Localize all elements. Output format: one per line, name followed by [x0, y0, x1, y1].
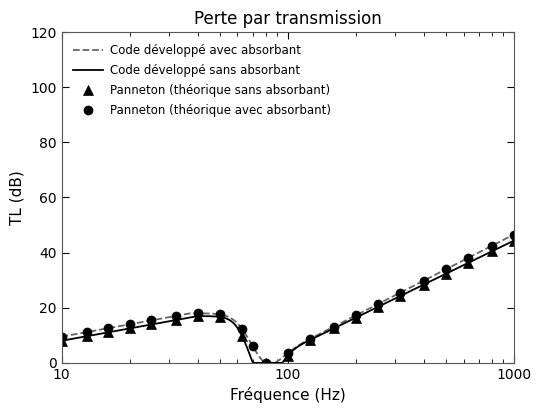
Title: Perte par transmission: Perte par transmission: [194, 10, 381, 28]
Line: Code développé sans absorbant: Code développé sans absorbant: [62, 241, 514, 363]
Panneton (théorique avec absorbant): [443, 267, 449, 272]
Panneton (théorique sans absorbant): [352, 315, 359, 320]
Panneton (théorique sans absorbant): [443, 271, 449, 276]
Panneton (théorique avec absorbant): [194, 311, 201, 316]
Y-axis label: TL (dB): TL (dB): [10, 170, 25, 225]
Code développé sans absorbant: [414, 285, 421, 290]
Panneton (théorique avec absorbant): [84, 330, 90, 335]
Line: Code développé avec absorbant: Code développé avec absorbant: [62, 235, 514, 363]
Panneton (théorique sans absorbant): [194, 313, 201, 318]
Line: Panneton (théorique sans absorbant): Panneton (théorique sans absorbant): [57, 236, 518, 368]
Panneton (théorique sans absorbant): [148, 322, 155, 327]
Panneton (théorique sans absorbant): [511, 238, 517, 243]
Panneton (théorique sans absorbant): [127, 326, 133, 331]
Panneton (théorique avec absorbant): [148, 318, 155, 323]
Panneton (théorique sans absorbant): [374, 305, 381, 310]
Legend: Code développé avec absorbant, Code développé sans absorbant, Panneton (théoriqu: Code développé avec absorbant, Code déve…: [68, 38, 337, 123]
Panneton (théorique sans absorbant): [173, 318, 179, 323]
Panneton (théorique avec absorbant): [173, 313, 179, 318]
Code développé avec absorbant: [81, 330, 88, 335]
Panneton (théorique sans absorbant): [58, 338, 65, 343]
Panneton (théorique sans absorbant): [84, 334, 90, 339]
Panneton (théorique avec absorbant): [262, 361, 269, 366]
Panneton (théorique avec absorbant): [397, 290, 404, 295]
Code développé sans absorbant: [266, 361, 273, 366]
Panneton (théorique avec absorbant): [511, 232, 517, 237]
Panneton (théorique sans absorbant): [420, 282, 427, 287]
Code développé sans absorbant: [250, 361, 256, 366]
Code développé avec absorbant: [511, 232, 517, 237]
Code développé sans absorbant: [81, 334, 88, 339]
Panneton (théorique sans absorbant): [465, 260, 472, 265]
Code développé avec absorbant: [279, 356, 285, 361]
Code développé avec absorbant: [58, 334, 65, 339]
Panneton (théorique avec absorbant): [374, 302, 381, 307]
Code développé sans absorbant: [279, 361, 285, 366]
Code développé avec absorbant: [266, 361, 273, 366]
Panneton (théorique sans absorbant): [397, 294, 404, 299]
Panneton (théorique sans absorbant): [489, 249, 495, 254]
Panneton (théorique sans absorbant): [239, 334, 246, 339]
Panneton (théorique avec absorbant): [58, 334, 65, 339]
Panneton (théorique avec absorbant): [285, 351, 291, 356]
Code développé sans absorbant: [58, 338, 65, 343]
Panneton (théorique avec absorbant): [249, 344, 256, 349]
Code développé avec absorbant: [497, 239, 504, 244]
Panneton (théorique sans absorbant): [216, 314, 223, 319]
Panneton (théorique sans absorbant): [104, 330, 111, 335]
Panneton (théorique sans absorbant): [306, 338, 313, 343]
Panneton (théorique avec absorbant): [104, 326, 111, 331]
Panneton (théorique avec absorbant): [489, 243, 495, 248]
Code développé sans absorbant: [498, 244, 504, 249]
Code développé sans absorbant: [511, 238, 517, 243]
Code développé avec absorbant: [414, 281, 421, 286]
Panneton (théorique avec absorbant): [465, 255, 472, 260]
Panneton (théorique avec absorbant): [306, 337, 313, 342]
Panneton (théorique avec absorbant): [352, 313, 359, 318]
Panneton (théorique sans absorbant): [285, 354, 291, 358]
Code développé sans absorbant: [497, 244, 504, 249]
Panneton (théorique avec absorbant): [420, 278, 427, 283]
Panneton (théorique avec absorbant): [216, 312, 223, 317]
Panneton (théorique avec absorbant): [239, 327, 246, 332]
Panneton (théorique sans absorbant): [262, 361, 269, 366]
Line: Panneton (théorique avec absorbant): Panneton (théorique avec absorbant): [57, 230, 518, 368]
Panneton (théorique sans absorbant): [331, 326, 337, 331]
Code développé avec absorbant: [262, 361, 268, 366]
Panneton (théorique avec absorbant): [127, 322, 133, 327]
X-axis label: Fréquence (Hz): Fréquence (Hz): [230, 387, 346, 403]
Code développé avec absorbant: [498, 239, 504, 244]
Panneton (théorique avec absorbant): [331, 324, 337, 329]
